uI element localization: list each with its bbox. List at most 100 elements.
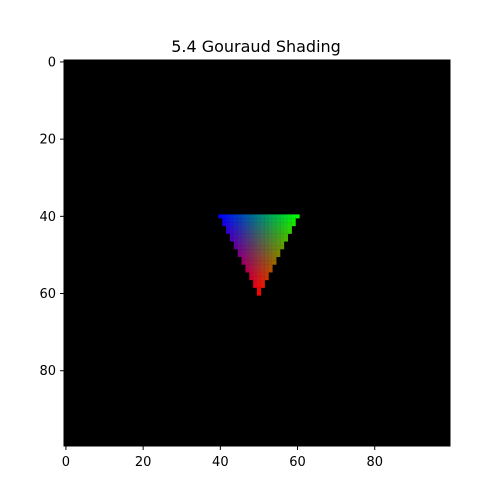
image-pixel bbox=[229, 229, 234, 234]
image-pixel bbox=[276, 214, 281, 219]
image-pixel bbox=[257, 276, 262, 281]
y-tick-label: 0 bbox=[48, 55, 56, 70]
image-pixel bbox=[233, 229, 238, 234]
image-pixel bbox=[257, 260, 262, 265]
image-pixel bbox=[229, 233, 234, 238]
image-pixel bbox=[233, 245, 238, 250]
image-pixel bbox=[249, 225, 254, 230]
image-pixel bbox=[245, 241, 250, 246]
image-pixel bbox=[260, 214, 265, 219]
image-pixel bbox=[249, 276, 254, 281]
image-pixel bbox=[284, 229, 289, 234]
image-pixel bbox=[253, 249, 258, 254]
image-pixel bbox=[249, 237, 254, 242]
image-pixel bbox=[268, 241, 273, 246]
image-pixel bbox=[276, 229, 281, 234]
image-pixel bbox=[264, 225, 269, 230]
image-pixel bbox=[272, 260, 277, 265]
image-pixel bbox=[272, 237, 277, 242]
image-pixel bbox=[245, 237, 250, 242]
image-pixel bbox=[218, 214, 223, 219]
image-pixel bbox=[280, 241, 285, 246]
image-pixel bbox=[253, 229, 258, 234]
image-pixel bbox=[268, 218, 273, 223]
y-tick-label: 80 bbox=[39, 364, 56, 379]
image-pixel bbox=[241, 229, 246, 234]
image-pixel bbox=[268, 214, 273, 219]
chart-title: 5.4 Gouraud Shading bbox=[171, 37, 341, 56]
image-pixel bbox=[249, 218, 254, 223]
image-pixel bbox=[237, 253, 242, 258]
image-pixels bbox=[218, 214, 300, 296]
image-pixel bbox=[291, 222, 296, 227]
image-pixel bbox=[276, 253, 281, 258]
image-pixel bbox=[245, 245, 250, 250]
y-tick-label: 60 bbox=[39, 287, 56, 302]
image-pixel bbox=[237, 225, 242, 230]
image-pixel bbox=[253, 214, 258, 219]
image-pixel bbox=[249, 214, 254, 219]
image-pixel bbox=[257, 222, 262, 227]
image-pixel bbox=[245, 225, 250, 230]
image-pixel bbox=[237, 214, 242, 219]
image-pixel bbox=[260, 229, 265, 234]
image-pixel bbox=[245, 218, 250, 223]
image-pixel bbox=[257, 291, 262, 296]
image-pixel bbox=[260, 283, 265, 288]
image-pixel bbox=[249, 253, 254, 258]
x-tick-label: 80 bbox=[366, 455, 383, 470]
y-tick-label: 40 bbox=[39, 210, 56, 225]
image-pixel bbox=[268, 245, 273, 250]
image-pixel bbox=[272, 241, 277, 246]
image-pixel bbox=[268, 225, 273, 230]
image-pixel bbox=[260, 237, 265, 242]
image-pixel bbox=[280, 233, 285, 238]
image-pixel bbox=[284, 214, 289, 219]
image-pixel bbox=[260, 233, 265, 238]
image-pixel bbox=[241, 260, 246, 265]
image-pixel bbox=[272, 222, 277, 227]
image-pixel bbox=[233, 233, 238, 238]
image-pixel bbox=[280, 229, 285, 234]
image-pixel bbox=[272, 229, 277, 234]
image-pixel bbox=[237, 222, 242, 227]
x-axis: 0 20 40 60 80 bbox=[62, 446, 383, 470]
image-pixel bbox=[245, 260, 250, 265]
image-pixel bbox=[253, 256, 258, 261]
image-pixel bbox=[276, 222, 281, 227]
image-pixel bbox=[237, 249, 242, 254]
image-pixel bbox=[264, 264, 269, 269]
image-pixel bbox=[272, 225, 277, 230]
image-pixel bbox=[229, 222, 234, 227]
image-pixel bbox=[280, 214, 285, 219]
image-pixel bbox=[272, 218, 277, 223]
image-pixel bbox=[241, 249, 246, 254]
image-pixel bbox=[249, 222, 254, 227]
image-pixel bbox=[241, 245, 246, 250]
image-pixel bbox=[253, 241, 258, 246]
image-pixel bbox=[268, 229, 273, 234]
image-pixel bbox=[229, 225, 234, 230]
image-pixel bbox=[257, 256, 262, 261]
image-pixel bbox=[222, 214, 227, 219]
image-pixel bbox=[226, 214, 231, 219]
image-pixel bbox=[260, 264, 265, 269]
image-pixel bbox=[257, 237, 262, 242]
image-pixel bbox=[268, 256, 273, 261]
image-pixel bbox=[241, 256, 246, 261]
image-pixel bbox=[241, 241, 246, 246]
image-pixel bbox=[245, 253, 250, 258]
image-pixel bbox=[257, 268, 262, 273]
image-pixel bbox=[253, 264, 258, 269]
image-pixel bbox=[237, 218, 242, 223]
image-pixel bbox=[233, 222, 238, 227]
image-pixel bbox=[253, 222, 258, 227]
image-pixel bbox=[280, 218, 285, 223]
image-pixel bbox=[249, 249, 254, 254]
x-tick-label: 60 bbox=[289, 455, 306, 470]
image-pixel bbox=[249, 268, 254, 273]
image-pixel bbox=[257, 287, 262, 292]
image-pixel bbox=[245, 214, 250, 219]
image-pixel bbox=[241, 225, 246, 230]
